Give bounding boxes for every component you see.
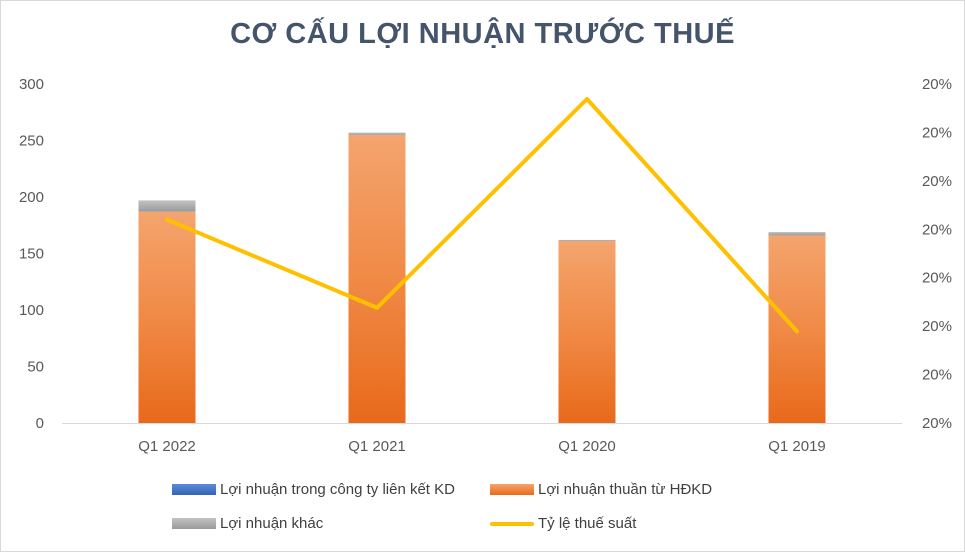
bar-segment (138, 211, 196, 423)
bar-segment (348, 134, 406, 423)
x-tick-label: Q1 2019 (768, 438, 826, 455)
x-tick-label: Q1 2020 (558, 438, 616, 455)
y2-tick-label: 20% (922, 318, 952, 335)
legend-label: Tỷ lệ thuế suất (538, 515, 637, 532)
y2-tick-label: 20% (922, 221, 952, 238)
bar-segment (558, 241, 616, 423)
y-tick-label: 0 (36, 415, 44, 432)
bar-segment (558, 239, 616, 242)
y-tick-label: 200 (19, 189, 44, 206)
line-point (375, 306, 379, 310)
y2-tick-label: 20% (922, 124, 952, 141)
legend-swatch-line (490, 521, 534, 526)
legend-label: Lợi nhuận thuần từ HĐKD (538, 481, 713, 498)
legend-swatch-orange (490, 484, 534, 495)
y-tick-label: 300 (19, 76, 44, 93)
y2-tick-label: 20% (922, 76, 952, 93)
legend-item-other-profit: Lợi nhuận khác (172, 515, 323, 532)
x-tick-label: Q1 2022 (138, 438, 196, 455)
line-point (795, 329, 799, 333)
bar-segment (768, 232, 826, 236)
bar-segment (348, 132, 406, 135)
legend-item-associate-profit: Lợi nhuận trong công ty liên kết KD (172, 481, 455, 498)
y2-tick-label: 20% (922, 173, 952, 190)
chart-title: CƠ CẤU LỢI NHUẬN TRƯỚC THUẾ (230, 18, 735, 50)
y-tick-label: 150 (19, 246, 44, 263)
legend-swatch-gray (172, 518, 216, 529)
bar-segment (138, 200, 196, 212)
line-series (165, 97, 799, 334)
y2-tick-label: 20% (922, 270, 952, 287)
y-tick-label: 250 (19, 133, 44, 150)
y-tick-label: 100 (19, 302, 44, 319)
line-point (165, 218, 169, 222)
y2-tick-label: 20% (922, 415, 952, 432)
line-point (585, 97, 589, 101)
legend-item-operating-profit: Lợi nhuận thuần từ HĐKD (490, 481, 712, 498)
legend-item-tax-rate: Tỷ lệ thuế suất (490, 515, 636, 532)
x-tick-label: Q1 2021 (348, 438, 406, 455)
y-tick-label: 50 (27, 359, 44, 376)
legend-swatch-blue (172, 484, 216, 495)
y2-tick-label: 20% (922, 367, 952, 384)
legend-label: Lợi nhuận khác (220, 515, 324, 532)
legend-label: Lợi nhuận trong công ty liên kết KD (220, 481, 455, 498)
